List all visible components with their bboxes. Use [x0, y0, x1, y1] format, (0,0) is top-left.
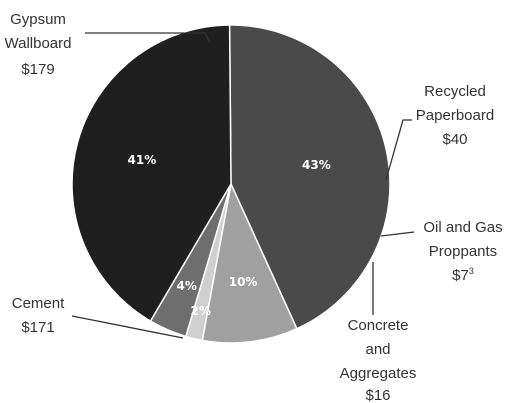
percent-label-cement: 41% — [128, 153, 157, 167]
category-label-gypsum-line-1: Gypsum — [10, 11, 66, 28]
category-labels: Gypsum Wallboard $179 Recycled Paperboard $40… — [5, 11, 503, 403]
leader-lines — [71, 32, 415, 339]
category-label-recycled-line-1: Recycled — [424, 83, 486, 100]
category-label-concrete-line-3: Aggregates — [340, 365, 417, 382]
percent-labels: 43% 10% 2% 4% 41% — [128, 153, 331, 318]
percent-label-recycled: 10% — [229, 275, 258, 289]
slice-cement — [71, 24, 232, 323]
leader-line-gypsum — [85, 32, 211, 44]
category-label-gypsum-line-2: Wallboard — [5, 35, 72, 52]
leader-line-oil — [380, 231, 415, 237]
pie-slices — [71, 24, 391, 344]
slice-gypsum — [228, 24, 391, 330]
percent-label-gypsum: 43% — [302, 158, 331, 172]
category-label-gypsum-line-3: $179 — [21, 61, 54, 78]
category-label-concrete-line-4: $16 — [365, 387, 390, 403]
category-label-recycled-line-2: Paperboard — [416, 107, 494, 124]
category-label-cement-line-1: Cement — [12, 295, 65, 312]
footnote-marker-oil: 3 — [469, 266, 474, 276]
category-label-oil-line-2: Proppants — [429, 243, 497, 260]
category-label-concrete-line-2: and — [365, 341, 390, 358]
slice-recycled — [201, 181, 298, 344]
category-label-cement-line-2: $171 — [21, 319, 54, 336]
category-label-oil-line-3: $73 — [452, 266, 474, 284]
leader-line-cement — [71, 315, 184, 339]
category-label-recycled-line-3: $40 — [442, 131, 467, 148]
category-label-concrete-line-1: Concrete — [348, 317, 409, 334]
percent-label-concrete: 4% — [177, 279, 197, 293]
leader-line-recycled — [385, 119, 412, 181]
category-label-oil-line-1: Oil and Gas — [423, 219, 502, 236]
percent-label-oil: 2% — [191, 304, 211, 318]
